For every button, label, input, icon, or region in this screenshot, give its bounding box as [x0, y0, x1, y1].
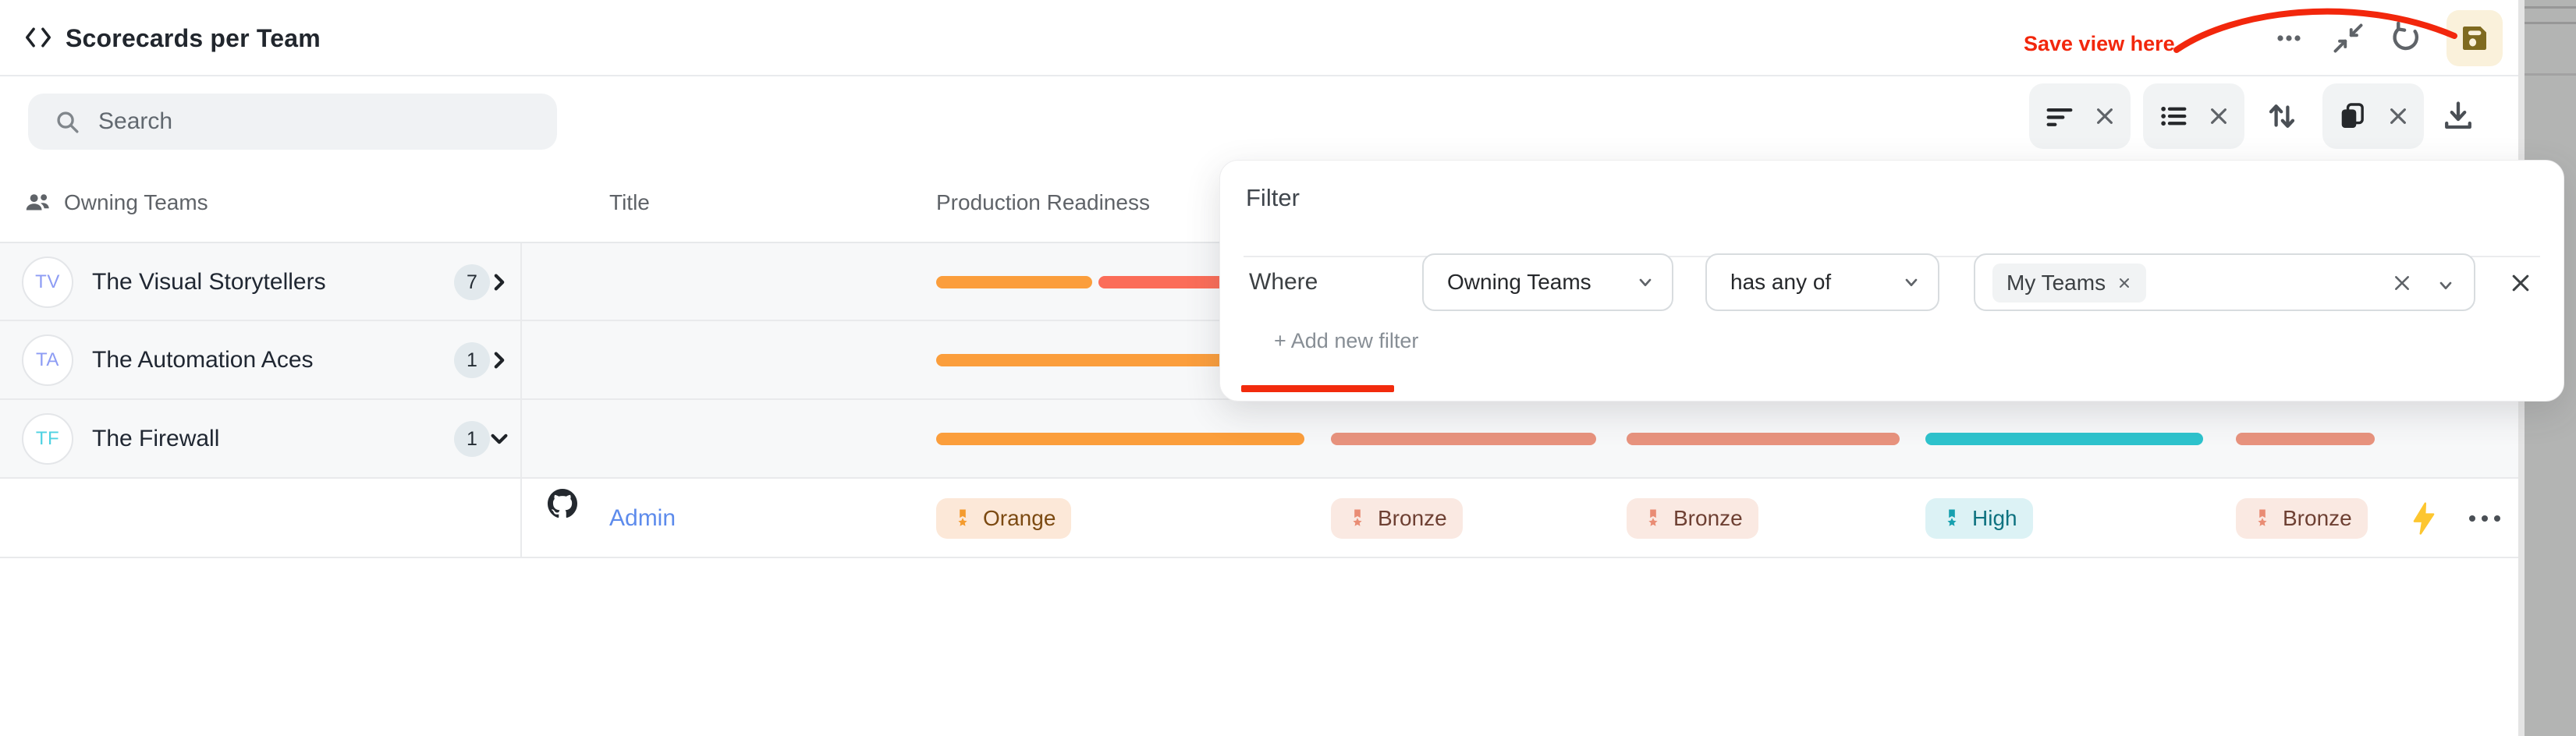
filter-operator-select[interactable]: has any of	[1705, 253, 1939, 311]
save-view-button[interactable]	[2446, 10, 2503, 66]
chevron-down-icon	[1902, 273, 1921, 292]
progress-bar-segment	[936, 433, 1304, 445]
avatar-initials: TF	[35, 428, 60, 449]
collapse-icon[interactable]	[2326, 16, 2370, 60]
entity-link[interactable]: Admin	[609, 505, 676, 531]
filter-toggle-button[interactable]	[2029, 83, 2131, 149]
code-icon	[23, 24, 53, 51]
page-title: Scorecards per Team	[66, 23, 321, 52]
badge-label: Bronze	[2283, 506, 2352, 530]
header-divider	[0, 75, 2518, 76]
row-more-icon[interactable]	[2461, 501, 2509, 536]
column-header-owning-teams[interactable]: Owning Teams	[23, 162, 208, 243]
table-row[interactable]: TF The Firewall 1	[0, 400, 2518, 478]
clear-group-icon[interactable]	[2387, 105, 2409, 127]
view-more-button[interactable]	[2267, 16, 2311, 60]
teams-icon	[23, 190, 51, 215]
sort-icon[interactable]	[2260, 94, 2304, 138]
progress-bar-segment	[1925, 433, 2203, 445]
remove-tag-icon[interactable]	[2117, 275, 2132, 291]
row-divider	[0, 557, 2518, 558]
chevron-down-icon[interactable]	[488, 428, 510, 450]
count-badge: 7	[454, 264, 490, 300]
medal-icon	[2251, 508, 2273, 529]
column-label: Production Readiness	[936, 190, 1150, 214]
chevron-down-icon[interactable]	[2436, 276, 2455, 295]
column-divider	[520, 243, 522, 558]
run-action-icon[interactable]	[2406, 501, 2442, 536]
scorecard-badge: Bronze	[1627, 498, 1758, 539]
search-box[interactable]	[28, 94, 557, 150]
progress-bar-segment	[2236, 433, 2375, 445]
badge-label: High	[1972, 506, 2017, 530]
group-toggle-button[interactable]	[2322, 83, 2424, 149]
avatar: TA	[22, 334, 73, 386]
column-header-production-readiness[interactable]: Production Readiness	[936, 162, 1150, 243]
medal-icon	[1347, 508, 1368, 529]
scorecard-badge: Bronze	[2236, 498, 2368, 539]
group-icon	[2337, 101, 2368, 132]
filter-row: Where Owning Teams has any of My Teams	[1220, 253, 2564, 311]
progress-bar-segment	[1331, 433, 1596, 445]
avatar-initials: TV	[35, 271, 60, 292]
tag-label: My Teams	[2007, 271, 2106, 295]
download-icon[interactable]	[2436, 94, 2480, 138]
remove-filter-icon[interactable]	[2507, 270, 2534, 296]
add-new-filter-link[interactable]: + Add new filter	[1274, 329, 1419, 352]
filter-field-select[interactable]: Owning Teams	[1422, 253, 1673, 311]
column-label: Owning Teams	[64, 190, 208, 214]
filter-panel: Filter Where Owning Teams has any of My …	[1219, 160, 2564, 402]
filter-field-value: Owning Teams	[1447, 270, 1591, 294]
red-underline-annotation	[1241, 385, 1394, 392]
avatar: TV	[22, 257, 73, 308]
clear-filter-icon[interactable]	[2094, 105, 2116, 127]
detail-row[interactable]: Admin Orange Bronze Bronze	[0, 479, 2518, 557]
strip-line	[2525, 73, 2576, 76]
scorecard-badge: High	[1925, 498, 2033, 539]
title-bar	[0, 0, 2518, 76]
row-divider	[0, 477, 2518, 479]
count-badge: 1	[454, 421, 490, 457]
progress-bar-segment	[1627, 433, 1900, 445]
github-icon	[548, 489, 577, 518]
count-badge: 1	[454, 342, 490, 378]
chevron-right-icon[interactable]	[488, 349, 510, 371]
badge-label: Bronze	[1378, 506, 1447, 530]
filter-values-field[interactable]: My Teams	[1974, 253, 2475, 311]
search-icon	[53, 108, 81, 136]
medal-icon	[1642, 508, 1664, 529]
strip-line	[2525, 22, 2576, 24]
strip-line	[2525, 6, 2576, 9]
scorecard-badge: Bronze	[1331, 498, 1463, 539]
column-header-title[interactable]: Title	[609, 162, 650, 243]
badge-label: Orange	[983, 506, 1056, 530]
avatar: TF	[22, 413, 73, 465]
list-toggle-button[interactable]	[2143, 83, 2244, 149]
save-icon	[2458, 22, 2491, 55]
medal-icon	[952, 508, 974, 529]
save-view-annotation: Save view here	[2024, 32, 2175, 55]
avatar-initials: TA	[36, 349, 59, 370]
selected-value-tag[interactable]: My Teams	[1992, 264, 2147, 303]
team-name: The Firewall	[92, 426, 220, 451]
team-name: The Automation Aces	[92, 347, 314, 373]
filter-icon	[2044, 101, 2075, 132]
column-label: Title	[609, 190, 650, 214]
undo-icon[interactable]	[2384, 16, 2428, 60]
search-input[interactable]	[97, 108, 537, 136]
where-label: Where	[1249, 269, 1318, 295]
clear-values-icon[interactable]	[2391, 272, 2413, 294]
clear-list-icon[interactable]	[2208, 105, 2230, 127]
medal-icon	[1941, 508, 1963, 529]
progress-bar-segment	[936, 276, 1092, 288]
scorecard-badge: Orange	[936, 498, 1072, 539]
team-name: The Visual Storytellers	[92, 269, 326, 295]
badge-label: Bronze	[1673, 506, 1743, 530]
list-icon	[2158, 101, 2189, 132]
chevron-down-icon	[1636, 273, 1655, 292]
chevron-right-icon[interactable]	[488, 271, 510, 293]
filter-operator-value: has any of	[1730, 270, 1832, 294]
filter-panel-title: Filter	[1246, 184, 1300, 211]
